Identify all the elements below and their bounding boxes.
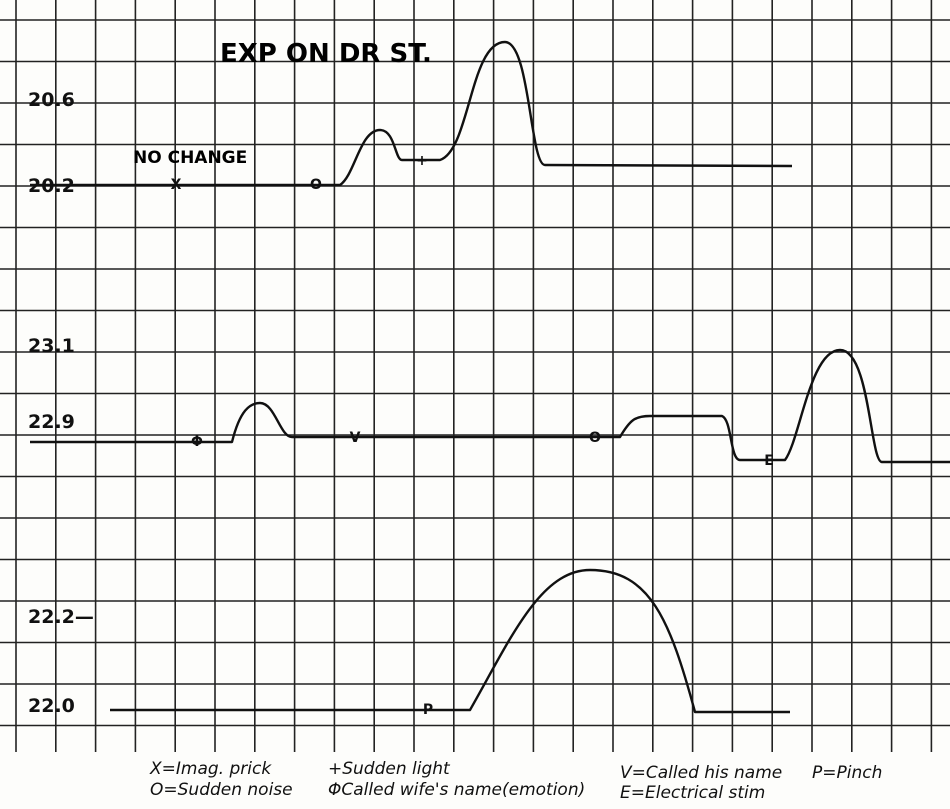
event-marker: E [764,453,774,469]
trace-label: 20.2 [28,175,75,197]
trace-label: 23.1 [28,335,75,357]
trace-label: 22.2— [28,606,94,628]
legend-item: E=Electrical stim [620,783,765,803]
legend-item: +Sudden light [328,759,451,779]
trace-2 [30,348,950,464]
event-marker: + [416,153,428,169]
event-marker: X [171,177,182,193]
trace-3 [110,568,790,714]
legend-item: ΦCalled wife's name(emotion) [328,780,585,800]
trace-label: 22.0 [28,695,75,717]
event-marker: O [310,177,322,193]
grid [0,0,950,752]
trace-label: 22.9 [28,411,75,433]
event-marker: Φ [191,434,203,450]
event-marker: P [423,702,433,718]
note: NO CHANGE [133,148,247,168]
legend-item: O=Sudden noise [150,780,293,800]
trace-label: 20.6 [28,89,75,111]
legend-item: X=Imag. prick [149,759,272,779]
title: EXP ON DR ST. [220,39,432,69]
trace-1 [30,40,793,187]
legend-item: V=Called his name [620,763,782,783]
legend-item: P=Pinch [812,763,882,783]
event-marker: O [589,430,601,446]
event-marker: V [350,430,361,446]
